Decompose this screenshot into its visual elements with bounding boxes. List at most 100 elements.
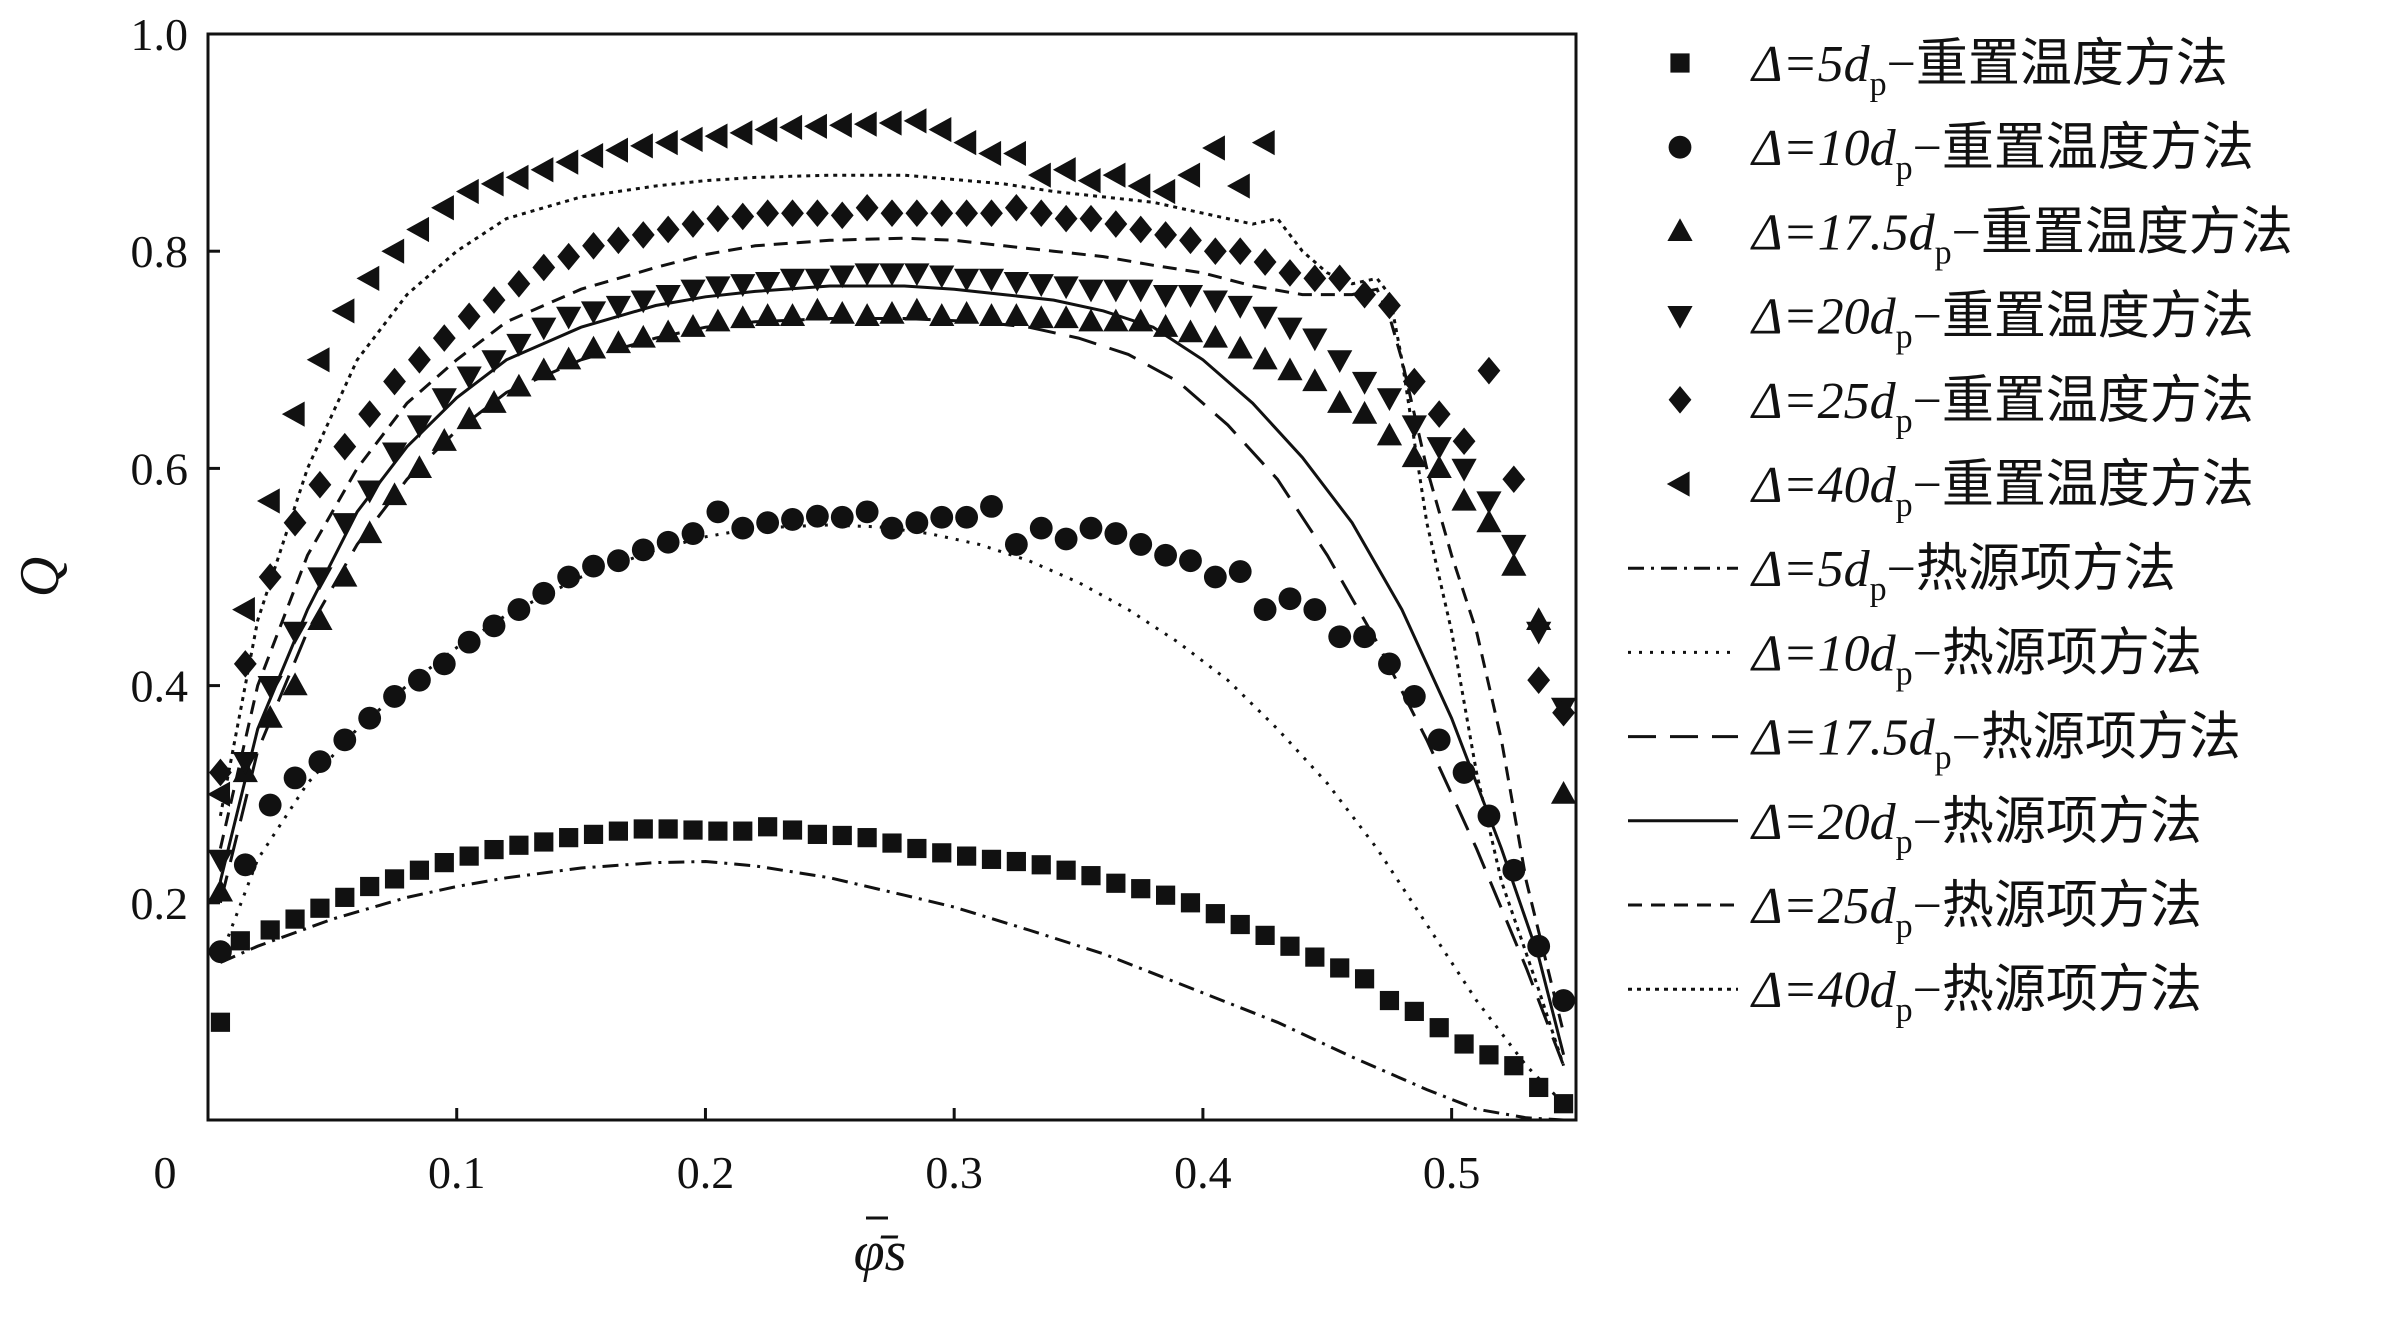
data-point xyxy=(1029,199,1053,227)
data-point xyxy=(1451,458,1477,482)
data-point xyxy=(853,111,877,137)
x-axis-title: φ̄s xyxy=(854,1216,906,1283)
data-point xyxy=(233,650,257,678)
data-point xyxy=(1203,237,1227,265)
legend-label-prefix: Δ=17.5 xyxy=(1750,204,1909,261)
legend-label-d: d xyxy=(1870,120,1897,177)
data-point xyxy=(258,563,282,591)
legend-label-subscript: p xyxy=(1896,150,1913,187)
legend-label-prefix: Δ=20 xyxy=(1750,794,1870,851)
legend-label-d: d xyxy=(1844,541,1871,598)
legend-label-prefix: Δ=25 xyxy=(1750,878,1870,935)
data-point xyxy=(1502,465,1526,494)
data-point xyxy=(1529,1077,1549,1098)
legend-label-prefix: Δ=17.5 xyxy=(1750,710,1909,767)
legend-label: Δ=10dp−重置温度方法 xyxy=(1750,120,2254,187)
data-point xyxy=(1351,400,1378,424)
data-point xyxy=(1527,934,1551,958)
data-point xyxy=(957,846,977,866)
data-point xyxy=(804,268,830,292)
data-point xyxy=(559,828,579,848)
data-point xyxy=(904,297,930,321)
data-point xyxy=(1552,989,1575,1012)
legend-label-method: −重置温度方法 xyxy=(1913,457,2254,514)
data-point xyxy=(506,373,532,397)
x-tick-label: 0.2 xyxy=(677,1147,735,1198)
data-point xyxy=(756,511,780,535)
legend-marker-sample xyxy=(1670,53,1690,73)
data-point xyxy=(431,195,454,221)
legend-label-method: −重置温度方法 xyxy=(1887,36,2228,93)
data-point xyxy=(683,820,703,840)
data-point xyxy=(857,828,877,848)
data-point xyxy=(1054,204,1078,233)
data-point xyxy=(556,346,582,370)
data-point xyxy=(357,520,383,544)
data-point xyxy=(1081,866,1101,886)
series-line-10 xyxy=(218,236,1566,1034)
data-point xyxy=(829,112,852,138)
legend-label-subscript: p xyxy=(1870,66,1887,103)
data-point xyxy=(830,201,854,230)
data-point xyxy=(705,308,731,332)
data-point xyxy=(1078,308,1104,332)
data-point xyxy=(256,488,280,514)
data-point xyxy=(905,511,929,535)
data-point xyxy=(333,728,357,752)
data-point xyxy=(1378,291,1401,320)
data-point xyxy=(456,406,482,430)
data-point xyxy=(556,306,582,330)
data-point xyxy=(207,849,234,873)
data-point xyxy=(381,482,408,506)
data-point xyxy=(855,193,879,222)
data-point xyxy=(655,319,681,343)
data-point xyxy=(333,432,357,461)
data-point xyxy=(434,853,454,873)
data-point xyxy=(1179,226,1202,255)
series-line-11 xyxy=(218,173,1566,1067)
data-point xyxy=(557,242,581,271)
data-point xyxy=(1103,308,1129,332)
data-point xyxy=(731,516,755,540)
series-markers-2 xyxy=(207,297,1577,902)
legend-label-d: d xyxy=(1870,289,1897,346)
legend-label-subscript: p xyxy=(1935,234,1952,271)
data-point xyxy=(1104,522,1128,545)
data-point xyxy=(729,120,753,146)
data-point xyxy=(1228,237,1252,265)
data-point xyxy=(880,516,904,540)
x-tick-label: 0 xyxy=(154,1147,177,1198)
y-tick-label: 0.8 xyxy=(131,226,189,277)
data-point xyxy=(1302,368,1328,392)
x-tick-label: 0.3 xyxy=(925,1147,983,1198)
data-point xyxy=(1401,444,1427,468)
data-point xyxy=(232,596,255,623)
data-point xyxy=(1179,549,1202,573)
data-point xyxy=(557,565,581,589)
data-point xyxy=(1527,666,1551,694)
legend-marker-sample xyxy=(1668,386,1692,414)
legend-item: Δ=10dp−重置温度方法 xyxy=(1668,120,2254,187)
data-point xyxy=(1454,1034,1474,1054)
legend-label-subscript: p xyxy=(1896,655,1913,692)
x-tick-label: 0.5 xyxy=(1423,1147,1481,1198)
data-point xyxy=(1253,248,1277,276)
data-point xyxy=(1402,367,1426,396)
data-point xyxy=(733,821,753,841)
data-point xyxy=(307,567,333,591)
legend-label-d: d xyxy=(1870,457,1897,514)
data-point xyxy=(1004,533,1028,556)
data-point xyxy=(804,297,830,321)
data-point xyxy=(955,505,979,529)
legend-label-subscript: p xyxy=(1896,824,1913,861)
data-point xyxy=(283,766,307,790)
data-point xyxy=(335,887,355,907)
legend-label: Δ=17.5dp−热源项方法 xyxy=(1750,710,2241,777)
data-point xyxy=(555,149,579,175)
data-point xyxy=(1277,317,1303,341)
data-point xyxy=(978,268,1005,292)
data-point xyxy=(658,819,678,839)
data-point xyxy=(681,522,705,545)
data-point xyxy=(1550,781,1577,804)
data-point xyxy=(1227,295,1253,319)
